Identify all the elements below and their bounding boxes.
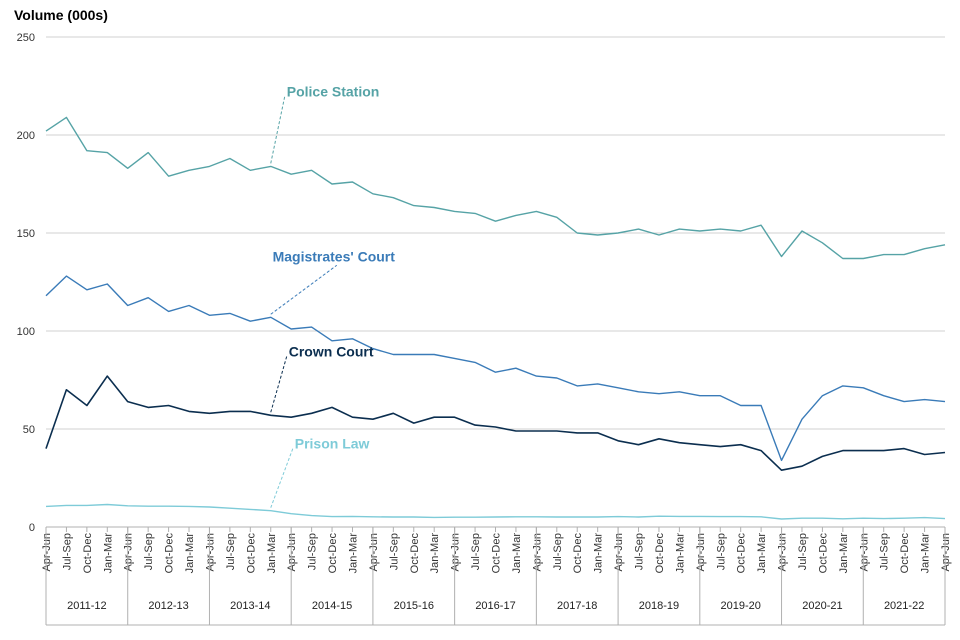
y-tick-label: 0 bbox=[29, 522, 35, 534]
police-station-line bbox=[45, 116, 946, 260]
series-lines bbox=[45, 116, 946, 520]
year-label: 2015-16 bbox=[394, 600, 434, 612]
x-tick-label: Apr-Jun bbox=[858, 533, 870, 572]
x-tick-label: Jul-Sep bbox=[388, 533, 400, 570]
x-tick-label: Jul-Sep bbox=[470, 533, 482, 570]
police-station-label: Police Station bbox=[287, 83, 380, 99]
x-tick-label: Apr-Jun bbox=[286, 533, 298, 572]
x-tick-label: Jul-Sep bbox=[143, 533, 155, 570]
y-tick-label: 50 bbox=[23, 424, 35, 436]
x-tick-label: Apr-Jun bbox=[777, 533, 789, 572]
crown-court-leader bbox=[270, 356, 288, 413]
crown-court-label: Crown Court bbox=[289, 343, 374, 359]
x-tick-label: Oct-Dec bbox=[164, 533, 176, 574]
year-label: 2019-20 bbox=[720, 600, 760, 612]
x-tick-label: Jan-Mar bbox=[429, 533, 441, 574]
year-label: 2018-19 bbox=[639, 600, 679, 612]
x-tick-label: Jan-Mar bbox=[184, 533, 196, 574]
magistrates-court-label: Magistrates' Court bbox=[273, 248, 396, 264]
prison-law-label: Prison Law bbox=[295, 436, 370, 452]
prison-law-line bbox=[45, 503, 946, 520]
y-tick-label: 250 bbox=[17, 32, 35, 44]
magistrates-court-line bbox=[45, 275, 946, 462]
x-tick-label: Jan-Mar bbox=[266, 533, 278, 574]
year-label: 2016-17 bbox=[475, 600, 515, 612]
year-label: 2021-22 bbox=[884, 600, 924, 612]
magistrates-court-leader bbox=[270, 264, 338, 315]
y-tick-label: 150 bbox=[17, 228, 35, 240]
x-tick-label: Jul-Sep bbox=[797, 533, 809, 570]
x-tick-label: Jul-Sep bbox=[61, 533, 73, 570]
y-tick-label: 200 bbox=[17, 130, 35, 142]
prison-law-leader bbox=[270, 448, 294, 508]
x-tick-label: Oct-Dec bbox=[245, 533, 257, 574]
series-labels: Police Station Magistrates' Court Crown Co… bbox=[270, 83, 396, 508]
x-tick-label: Oct-Dec bbox=[327, 533, 339, 574]
x-tick-label: Oct-Dec bbox=[572, 533, 584, 574]
x-tick-label: Jan-Mar bbox=[674, 533, 686, 574]
x-tick-label: Oct-Dec bbox=[491, 533, 503, 574]
gridlines bbox=[46, 36, 945, 528]
y-axis-title: Volume (000s) bbox=[14, 7, 108, 23]
x-tick-label: Jul-Sep bbox=[307, 533, 319, 570]
x-tick-label: Oct-Dec bbox=[736, 533, 748, 574]
x-tick-label: Jan-Mar bbox=[102, 533, 114, 574]
year-label: 2017-18 bbox=[557, 600, 597, 612]
x-tick-label: Jul-Sep bbox=[715, 533, 727, 570]
y-tick-label: 100 bbox=[17, 326, 35, 338]
x-tick-label: Apr-Jun bbox=[123, 533, 135, 572]
x-tick-label: Jan-Mar bbox=[756, 533, 768, 574]
year-label: 2013-14 bbox=[230, 600, 270, 612]
x-tick-label: Jan-Mar bbox=[838, 533, 850, 574]
x-tick-label: Jul-Sep bbox=[634, 533, 646, 570]
year-label: 2012-13 bbox=[148, 600, 188, 612]
x-tick-label: Jul-Sep bbox=[225, 533, 237, 570]
y-axis-ticks: 0 50 100 150 200 250 bbox=[17, 32, 35, 534]
x-tick-label: Oct-Dec bbox=[82, 533, 94, 574]
x-tick-label: Jan-Mar bbox=[593, 533, 605, 574]
x-tick-label: Apr-Jun bbox=[368, 533, 380, 572]
crown-court-line bbox=[45, 375, 946, 472]
x-tick-label: Apr-Jun bbox=[695, 533, 707, 572]
year-label: 2020-21 bbox=[802, 600, 842, 612]
x-tick-label: Jan-Mar bbox=[920, 533, 932, 574]
x-tick-label: Jul-Sep bbox=[879, 533, 891, 570]
x-tick-label: Apr-Jun bbox=[450, 533, 462, 572]
x-tick-label: Oct-Dec bbox=[654, 533, 666, 574]
x-tick-label: Oct-Dec bbox=[899, 533, 911, 574]
x-tick-label: Apr-Jun bbox=[940, 533, 952, 572]
police-station-leader bbox=[270, 96, 286, 164]
x-axis: Apr-Jun Jul-Sep Oct-Dec Jan-Mar Apr-Jun Jul-S… bbox=[41, 527, 952, 626]
year-label: 2011-12 bbox=[67, 600, 107, 612]
x-tick-label: Apr-Jun bbox=[41, 533, 53, 572]
x-tick-label: Apr-Jun bbox=[531, 533, 543, 572]
x-tick-label: Apr-Jun bbox=[613, 533, 625, 572]
year-label: 2014-15 bbox=[312, 600, 352, 612]
x-tick-label: Jan-Mar bbox=[511, 533, 523, 574]
x-tick-label: Oct-Dec bbox=[817, 533, 829, 574]
x-tick-label: Jul-Sep bbox=[552, 533, 564, 570]
x-tick-label: Apr-Jun bbox=[204, 533, 216, 572]
x-tick-label: Jan-Mar bbox=[347, 533, 359, 574]
x-tick-label: Oct-Dec bbox=[409, 533, 421, 574]
